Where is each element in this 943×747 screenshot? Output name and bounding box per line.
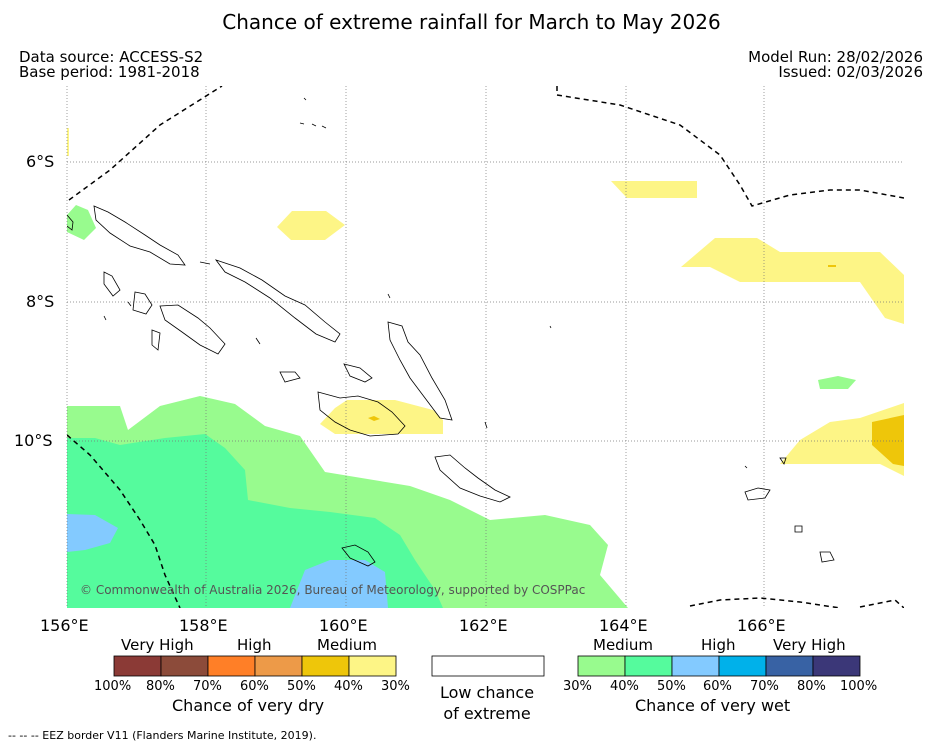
wet-swatch xyxy=(765,655,814,677)
dry-medium-region-3 xyxy=(681,238,904,324)
dry-percent: 60% xyxy=(240,679,269,694)
dry-percent: 40% xyxy=(334,679,363,694)
gridlines xyxy=(66,86,904,608)
data-source: Data source: ACCESS-S2 xyxy=(19,48,204,66)
lon-label-162e: 162°E xyxy=(459,616,508,635)
dry-legend-bar xyxy=(113,655,397,677)
dry-medium-region-4 xyxy=(320,400,443,434)
neutral-legend-box xyxy=(431,655,545,677)
lon-label-164e: 164°E xyxy=(599,616,648,635)
wet-50-region-south xyxy=(290,560,388,608)
lat-label-8s: 8°S xyxy=(26,292,55,311)
wet-swatch xyxy=(812,655,861,677)
wet-swatch xyxy=(718,655,767,677)
dry-percent: 30% xyxy=(381,679,410,694)
copyright-notice: © Commonwealth of Australia 2026, Bureau… xyxy=(80,583,586,597)
wet-percent: 60% xyxy=(703,679,732,694)
base-period: Base period: 1981-2018 xyxy=(19,63,200,81)
wet-medium-patch-east xyxy=(818,376,856,389)
dry-swatch xyxy=(348,655,397,677)
neutral-legend-label-1: Low chance xyxy=(439,683,535,702)
eez-borders xyxy=(67,86,904,608)
dry-category-high: High xyxy=(237,636,272,654)
dry-medium-region-2 xyxy=(277,211,345,240)
wet-swatch xyxy=(671,655,720,677)
wet-percent: 70% xyxy=(750,679,779,694)
lon-label-160e: 160°E xyxy=(319,616,368,635)
wet-percent: 40% xyxy=(610,679,639,694)
dry-legend-label: Chance of very dry xyxy=(172,696,325,715)
dry-medium-region-5 xyxy=(780,403,904,476)
dry-swatch xyxy=(160,655,209,677)
wet-percent: 80% xyxy=(797,679,826,694)
wet-50-region xyxy=(67,514,118,552)
dry-40-dot xyxy=(828,265,836,267)
dry-40-region xyxy=(872,415,904,466)
eez-footnote: -- -- -- EEZ border V11 (Flanders Marine… xyxy=(8,729,317,742)
wet-swatch xyxy=(624,655,673,677)
wet-medium-patch xyxy=(67,205,96,240)
lon-label-166e: 166°E xyxy=(737,616,786,635)
dry-40-spot xyxy=(368,416,380,421)
dry-percent: 70% xyxy=(193,679,222,694)
dry-percent: 50% xyxy=(287,679,316,694)
wet-percent: 100% xyxy=(840,679,878,694)
dry-medium-region-1 xyxy=(611,181,697,198)
dry-percent: 80% xyxy=(146,679,175,694)
wet-category-high: High xyxy=(701,636,736,654)
neutral-legend-label-2: of extreme xyxy=(443,704,531,723)
dry-category-medium: Medium xyxy=(317,636,377,654)
map-title: Chance of extreme rainfall for March to … xyxy=(222,10,721,34)
dry-swatch xyxy=(207,655,256,677)
dry-swatch xyxy=(254,655,303,677)
dry-swatch xyxy=(113,655,162,677)
wet-swatch xyxy=(577,655,626,677)
wet-legend-label: Chance of very wet xyxy=(635,696,791,715)
yellow-edge xyxy=(67,128,69,156)
dry-percent: 100% xyxy=(94,679,132,694)
lat-label-6s: 6°S xyxy=(26,152,55,171)
dry-swatch xyxy=(301,655,350,677)
lon-label-158e: 158°E xyxy=(179,616,228,635)
wet-category-medium: Medium xyxy=(593,636,653,654)
dry-category-very-high: Very High xyxy=(121,636,194,654)
wet-legend-bar xyxy=(577,655,861,677)
lon-label-156e: 156°E xyxy=(40,616,89,635)
lat-label-10s: 10°S xyxy=(14,431,53,450)
model-run: Model Run: 28/02/2026 xyxy=(748,48,923,66)
wet-percent: 50% xyxy=(657,679,686,694)
wet-category-very-high: Very High xyxy=(773,636,846,654)
issued-date: Issued: 02/03/2026 xyxy=(778,63,923,81)
wet-percent: 30% xyxy=(563,679,592,694)
coastlines xyxy=(67,97,835,567)
